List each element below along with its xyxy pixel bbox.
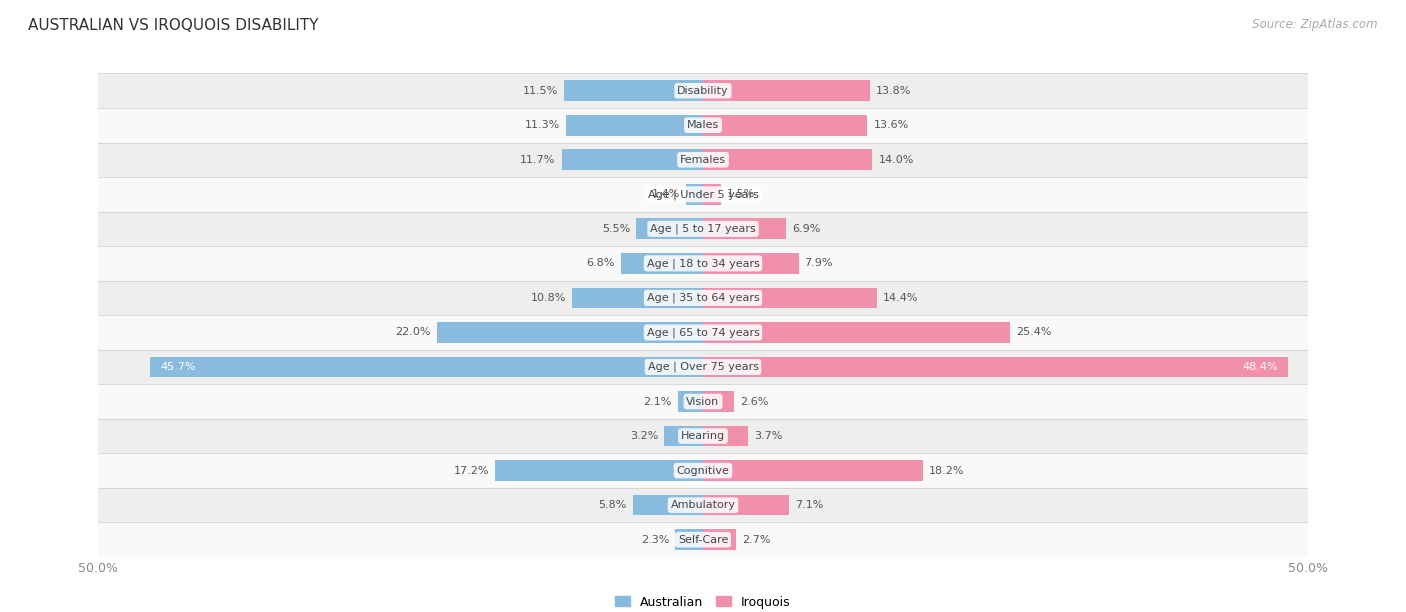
Text: Self-Care: Self-Care bbox=[678, 535, 728, 545]
Bar bbox=[98, 384, 1308, 419]
Text: 48.4%: 48.4% bbox=[1243, 362, 1278, 372]
Bar bbox=[703, 253, 799, 274]
Bar bbox=[98, 177, 1308, 212]
Text: 2.3%: 2.3% bbox=[641, 535, 669, 545]
Text: 5.5%: 5.5% bbox=[602, 224, 630, 234]
Bar bbox=[98, 281, 1308, 315]
Text: 2.1%: 2.1% bbox=[643, 397, 672, 406]
Text: 22.0%: 22.0% bbox=[395, 327, 430, 337]
Text: 13.6%: 13.6% bbox=[873, 120, 908, 130]
Bar bbox=[98, 246, 1308, 281]
Bar bbox=[98, 453, 1308, 488]
Text: 7.1%: 7.1% bbox=[794, 500, 824, 510]
Bar bbox=[564, 80, 703, 101]
Bar bbox=[98, 488, 1308, 523]
Bar bbox=[664, 426, 703, 446]
Bar bbox=[703, 357, 1288, 378]
Bar bbox=[621, 253, 703, 274]
Text: 11.7%: 11.7% bbox=[520, 155, 555, 165]
Bar bbox=[703, 494, 789, 515]
Text: Ambulatory: Ambulatory bbox=[671, 500, 735, 510]
Text: Vision: Vision bbox=[686, 397, 720, 406]
Text: Cognitive: Cognitive bbox=[676, 466, 730, 476]
Bar bbox=[703, 218, 786, 239]
Text: Age | Over 75 years: Age | Over 75 years bbox=[648, 362, 758, 372]
Text: 1.5%: 1.5% bbox=[727, 189, 755, 200]
Text: Age | 5 to 17 years: Age | 5 to 17 years bbox=[650, 223, 756, 234]
Text: 3.7%: 3.7% bbox=[754, 431, 782, 441]
Text: 10.8%: 10.8% bbox=[531, 293, 567, 303]
Text: Age | 18 to 34 years: Age | 18 to 34 years bbox=[647, 258, 759, 269]
Bar bbox=[567, 115, 703, 136]
Text: 14.4%: 14.4% bbox=[883, 293, 918, 303]
Bar bbox=[633, 494, 703, 515]
Text: Disability: Disability bbox=[678, 86, 728, 95]
Bar bbox=[703, 322, 1010, 343]
Bar bbox=[703, 391, 734, 412]
Text: 2.6%: 2.6% bbox=[741, 397, 769, 406]
Text: 1.4%: 1.4% bbox=[651, 189, 681, 200]
Bar bbox=[703, 460, 924, 481]
Bar bbox=[98, 419, 1308, 453]
Bar bbox=[675, 529, 703, 550]
Text: Hearing: Hearing bbox=[681, 431, 725, 441]
Bar bbox=[98, 212, 1308, 246]
Bar bbox=[703, 115, 868, 136]
Text: 45.7%: 45.7% bbox=[160, 362, 195, 372]
Text: Age | Under 5 years: Age | Under 5 years bbox=[648, 189, 758, 200]
Bar bbox=[495, 460, 703, 481]
Bar bbox=[637, 218, 703, 239]
Bar bbox=[98, 315, 1308, 349]
Text: 6.9%: 6.9% bbox=[793, 224, 821, 234]
Text: AUSTRALIAN VS IROQUOIS DISABILITY: AUSTRALIAN VS IROQUOIS DISABILITY bbox=[28, 18, 319, 34]
Text: 11.5%: 11.5% bbox=[523, 86, 558, 95]
Text: 14.0%: 14.0% bbox=[879, 155, 914, 165]
Text: 11.3%: 11.3% bbox=[524, 120, 561, 130]
Text: Source: ZipAtlas.com: Source: ZipAtlas.com bbox=[1253, 18, 1378, 31]
Bar bbox=[98, 108, 1308, 143]
Text: 18.2%: 18.2% bbox=[929, 466, 965, 476]
Legend: Australian, Iroquois: Australian, Iroquois bbox=[610, 591, 796, 612]
Bar bbox=[150, 357, 703, 378]
Bar bbox=[703, 149, 872, 170]
Text: Males: Males bbox=[688, 120, 718, 130]
Bar bbox=[572, 288, 703, 308]
Text: 25.4%: 25.4% bbox=[1017, 327, 1052, 337]
Bar bbox=[98, 523, 1308, 557]
Bar bbox=[98, 73, 1308, 108]
Text: 13.8%: 13.8% bbox=[876, 86, 911, 95]
Text: 5.8%: 5.8% bbox=[599, 500, 627, 510]
Text: Age | 35 to 64 years: Age | 35 to 64 years bbox=[647, 293, 759, 303]
Bar bbox=[703, 184, 721, 204]
Bar bbox=[678, 391, 703, 412]
Bar bbox=[561, 149, 703, 170]
Text: 7.9%: 7.9% bbox=[804, 258, 834, 269]
Text: 3.2%: 3.2% bbox=[630, 431, 658, 441]
Bar bbox=[703, 426, 748, 446]
Text: Females: Females bbox=[681, 155, 725, 165]
Bar bbox=[703, 80, 870, 101]
Bar bbox=[703, 529, 735, 550]
Text: 2.7%: 2.7% bbox=[742, 535, 770, 545]
Text: 17.2%: 17.2% bbox=[454, 466, 489, 476]
Bar bbox=[437, 322, 703, 343]
Text: Age | 65 to 74 years: Age | 65 to 74 years bbox=[647, 327, 759, 338]
Bar bbox=[703, 288, 877, 308]
Bar bbox=[98, 349, 1308, 384]
Text: 6.8%: 6.8% bbox=[586, 258, 614, 269]
Bar bbox=[98, 143, 1308, 177]
Bar bbox=[686, 184, 703, 204]
